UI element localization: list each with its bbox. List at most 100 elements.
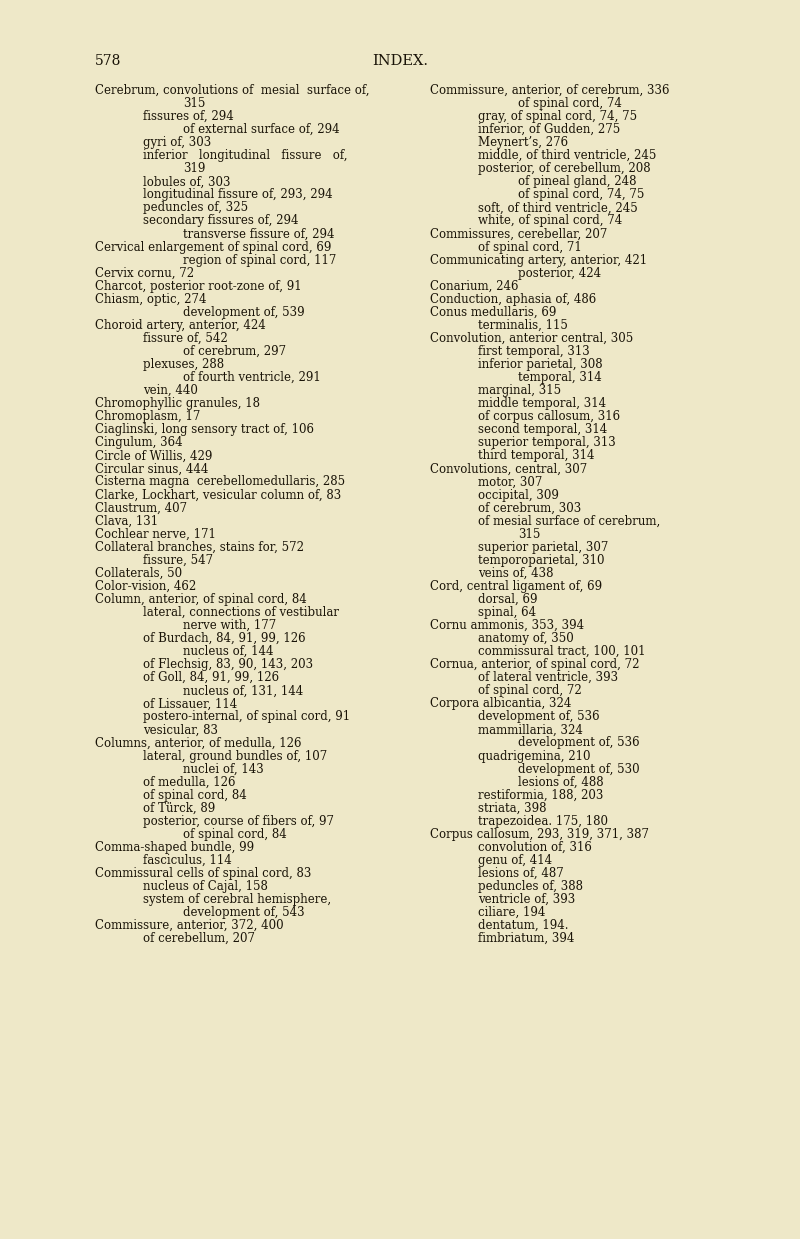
Text: Conus medullaris, 69: Conus medullaris, 69 — [430, 306, 556, 318]
Text: nerve with, 177: nerve with, 177 — [183, 620, 276, 632]
Text: nucleus of, 131, 144: nucleus of, 131, 144 — [183, 684, 303, 698]
Text: inferior   longitudinal   fissure   of,: inferior longitudinal fissure of, — [143, 149, 347, 162]
Text: quadrigemina, 210: quadrigemina, 210 — [478, 750, 590, 762]
Text: of Flechsig, 83, 90, 143, 203: of Flechsig, 83, 90, 143, 203 — [143, 658, 313, 672]
Text: of external surface of, 294: of external surface of, 294 — [183, 123, 340, 136]
Text: convolution of, 316: convolution of, 316 — [478, 841, 592, 854]
Text: Chromophyllic granules, 18: Chromophyllic granules, 18 — [95, 398, 260, 410]
Text: of Türck, 89: of Türck, 89 — [143, 802, 215, 815]
Text: Meynert’s, 276: Meynert’s, 276 — [478, 136, 568, 149]
Text: Column, anterior, of spinal cord, 84: Column, anterior, of spinal cord, 84 — [95, 593, 306, 606]
Text: trapezoidea. 175, 180: trapezoidea. 175, 180 — [478, 815, 608, 828]
Text: development of, 536: development of, 536 — [518, 736, 640, 750]
Text: inferior parietal, 308: inferior parietal, 308 — [478, 358, 602, 370]
Text: posterior, 424: posterior, 424 — [518, 266, 601, 280]
Text: Cord, central ligament of, 69: Cord, central ligament of, 69 — [430, 580, 602, 593]
Text: lateral, ground bundles of, 107: lateral, ground bundles of, 107 — [143, 750, 327, 762]
Text: Cisterna magna  cerebellomedullaris, 285: Cisterna magna cerebellomedullaris, 285 — [95, 476, 345, 488]
Text: Cervical enlargement of spinal cord, 69: Cervical enlargement of spinal cord, 69 — [95, 240, 331, 254]
Text: of medulla, 126: of medulla, 126 — [143, 776, 235, 789]
Text: inferior, of Gudden, 275: inferior, of Gudden, 275 — [478, 123, 620, 136]
Text: Commissure, anterior, 372, 400: Commissure, anterior, 372, 400 — [95, 919, 284, 932]
Text: middle temporal, 314: middle temporal, 314 — [478, 398, 606, 410]
Text: of spinal cord, 84: of spinal cord, 84 — [143, 789, 246, 802]
Text: restiformia, 188, 203: restiformia, 188, 203 — [478, 789, 603, 802]
Text: fissures of, 294: fissures of, 294 — [143, 110, 234, 123]
Text: Choroid artery, anterior, 424: Choroid artery, anterior, 424 — [95, 318, 266, 332]
Text: Commissural cells of spinal cord, 83: Commissural cells of spinal cord, 83 — [95, 867, 311, 880]
Text: dentatum, 194.: dentatum, 194. — [478, 919, 569, 932]
Text: spinal, 64: spinal, 64 — [478, 606, 536, 620]
Text: Clava, 131: Clava, 131 — [95, 514, 158, 528]
Text: Chiasm, optic, 274: Chiasm, optic, 274 — [95, 292, 206, 306]
Text: lesions of, 487: lesions of, 487 — [478, 867, 564, 880]
Text: Convolutions, central, 307: Convolutions, central, 307 — [430, 462, 587, 476]
Text: commissural tract, 100, 101: commissural tract, 100, 101 — [478, 646, 646, 658]
Text: occipital, 309: occipital, 309 — [478, 488, 559, 502]
Text: 315: 315 — [183, 97, 206, 110]
Text: plexuses, 288: plexuses, 288 — [143, 358, 224, 370]
Text: Color-vision, 462: Color-vision, 462 — [95, 580, 196, 593]
Text: temporoparietal, 310: temporoparietal, 310 — [478, 554, 605, 566]
Text: Chromoplasm, 17: Chromoplasm, 17 — [95, 410, 200, 424]
Text: superior temporal, 313: superior temporal, 313 — [478, 436, 616, 450]
Text: Corpora albicantia, 324: Corpora albicantia, 324 — [430, 698, 571, 710]
Text: Conduction, aphasia of, 486: Conduction, aphasia of, 486 — [430, 292, 596, 306]
Text: peduncles of, 325: peduncles of, 325 — [143, 202, 248, 214]
Text: of lateral ventricle, 393: of lateral ventricle, 393 — [478, 672, 618, 684]
Text: mammillaria, 324: mammillaria, 324 — [478, 724, 583, 736]
Text: of pineal gland, 248: of pineal gland, 248 — [518, 176, 637, 188]
Text: postero-internal, of spinal cord, 91: postero-internal, of spinal cord, 91 — [143, 710, 350, 724]
Text: 578: 578 — [95, 55, 122, 68]
Text: first temporal, 313: first temporal, 313 — [478, 344, 590, 358]
Text: second temporal, 314: second temporal, 314 — [478, 424, 607, 436]
Text: of mesial surface of cerebrum,: of mesial surface of cerebrum, — [478, 514, 660, 528]
Text: Claustrum, 407: Claustrum, 407 — [95, 502, 187, 514]
Text: ventricle of, 393: ventricle of, 393 — [478, 893, 575, 906]
Text: Corpus callosum, 293, 319, 371, 387: Corpus callosum, 293, 319, 371, 387 — [430, 828, 649, 841]
Text: system of cerebral hemisphere,: system of cerebral hemisphere, — [143, 893, 331, 906]
Text: fimbriatum, 394: fimbriatum, 394 — [478, 932, 574, 945]
Text: of spinal cord, 74: of spinal cord, 74 — [518, 97, 622, 110]
Text: development of, 539: development of, 539 — [183, 306, 305, 318]
Text: Convolution, anterior central, 305: Convolution, anterior central, 305 — [430, 332, 634, 344]
Text: Ciaglinski, long sensory tract of, 106: Ciaglinski, long sensory tract of, 106 — [95, 424, 314, 436]
Text: nucleus of, 144: nucleus of, 144 — [183, 646, 274, 658]
Text: region of spinal cord, 117: region of spinal cord, 117 — [183, 254, 336, 266]
Text: gyri of, 303: gyri of, 303 — [143, 136, 211, 149]
Text: of cerebrum, 297: of cerebrum, 297 — [183, 344, 286, 358]
Text: motor, 307: motor, 307 — [478, 476, 542, 488]
Text: peduncles of, 388: peduncles of, 388 — [478, 880, 583, 893]
Text: longitudinal fissure of, 293, 294: longitudinal fissure of, 293, 294 — [143, 188, 333, 202]
Text: middle, of third ventricle, 245: middle, of third ventricle, 245 — [478, 149, 656, 162]
Text: Cerebrum, convolutions of  mesial  surface of,: Cerebrum, convolutions of mesial surface… — [95, 84, 370, 97]
Text: Cingulum, 364: Cingulum, 364 — [95, 436, 182, 450]
Text: transverse fissure of, 294: transverse fissure of, 294 — [183, 228, 334, 240]
Text: of Burdach, 84, 91, 99, 126: of Burdach, 84, 91, 99, 126 — [143, 632, 306, 646]
Text: Collateral branches, stains for, 572: Collateral branches, stains for, 572 — [95, 540, 304, 554]
Text: of cerebrum, 303: of cerebrum, 303 — [478, 502, 582, 514]
Text: third temporal, 314: third temporal, 314 — [478, 450, 594, 462]
Text: 319: 319 — [183, 162, 206, 175]
Text: Collaterals, 50: Collaterals, 50 — [95, 567, 182, 580]
Text: gray, of spinal cord, 74, 75: gray, of spinal cord, 74, 75 — [478, 110, 637, 123]
Text: Cervix cornu, 72: Cervix cornu, 72 — [95, 266, 194, 280]
Text: Clarke, Lockhart, vesicular column of, 83: Clarke, Lockhart, vesicular column of, 8… — [95, 488, 342, 502]
Text: Cornu ammonis, 353, 394: Cornu ammonis, 353, 394 — [430, 620, 584, 632]
Text: of fourth ventricle, 291: of fourth ventricle, 291 — [183, 372, 321, 384]
Text: of Lissauer, 114: of Lissauer, 114 — [143, 698, 238, 710]
Text: Conarium, 246: Conarium, 246 — [430, 280, 518, 292]
Text: Charcot, posterior root-zone of, 91: Charcot, posterior root-zone of, 91 — [95, 280, 302, 292]
Text: anatomy of, 350: anatomy of, 350 — [478, 632, 574, 646]
Text: posterior, course of fibers of, 97: posterior, course of fibers of, 97 — [143, 815, 334, 828]
Text: Commissures, cerebellar, 207: Commissures, cerebellar, 207 — [430, 228, 607, 240]
Text: fissure of, 542: fissure of, 542 — [143, 332, 228, 344]
Text: vesicular, 83: vesicular, 83 — [143, 724, 218, 736]
Text: Circle of Willis, 429: Circle of Willis, 429 — [95, 450, 212, 462]
Text: INDEX.: INDEX. — [372, 55, 428, 68]
Text: of cerebellum, 207: of cerebellum, 207 — [143, 932, 255, 945]
Text: lateral, connections of vestibular: lateral, connections of vestibular — [143, 606, 339, 620]
Text: superior parietal, 307: superior parietal, 307 — [478, 540, 608, 554]
Text: white, of spinal cord, 74: white, of spinal cord, 74 — [478, 214, 622, 228]
Text: Communicating artery, anterior, 421: Communicating artery, anterior, 421 — [430, 254, 647, 266]
